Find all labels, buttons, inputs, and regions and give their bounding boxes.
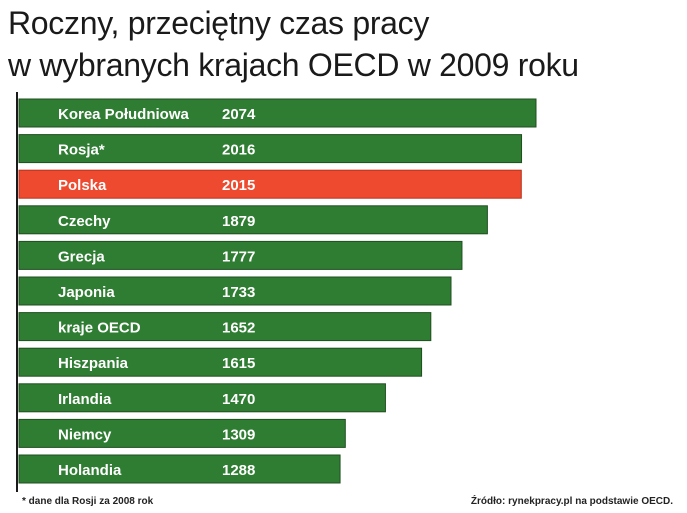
value-label-korea-poludniowa: 2074: [222, 106, 256, 123]
bar-rosja: [18, 134, 523, 164]
footnote: * dane dla Rosji za 2008 rok: [22, 496, 154, 507]
value-label-grecja: 1777: [222, 248, 255, 265]
category-label-kraje-oecd: kraje OECD: [58, 320, 141, 337]
bar-irlandia: [18, 383, 386, 413]
value-label-irlandia: 1470: [222, 391, 255, 408]
value-label-polska: 2015: [222, 177, 255, 194]
value-label-rosja: 2016: [222, 142, 255, 159]
category-label-czechy: Czechy: [58, 213, 111, 230]
bars-group: Korea Południowa 2074 Rosja* 2016 Polska 2015…: [18, 98, 537, 484]
bar-polska: [18, 169, 522, 199]
value-label-hiszpania: 1615: [222, 355, 255, 372]
category-label-irlandia: Irlandia: [58, 391, 112, 408]
value-label-holandia: 1288: [222, 462, 255, 479]
category-label-grecja: Grecja: [58, 248, 105, 265]
bar-grecja: [18, 240, 463, 270]
value-label-czechy: 1879: [222, 213, 255, 230]
category-label-niemcy: Niemcy: [58, 426, 112, 443]
value-label-kraje-oecd: 1652: [222, 320, 255, 337]
category-label-japonia: Japonia: [58, 284, 115, 301]
bar-korea-poludniowa: [18, 98, 537, 128]
category-label-rosja: Rosja*: [58, 142, 105, 159]
category-label-polska: Polska: [58, 177, 107, 194]
chart-title-line-1: Roczny, przeciętny czas pracy: [8, 5, 430, 41]
value-label-niemcy: 1309: [222, 426, 255, 443]
chart-title-line-2: w wybranych krajach OECD w 2009 roku: [8, 47, 579, 83]
bar-niemcy: [18, 418, 346, 448]
category-label-holandia: Holandia: [58, 462, 122, 479]
bar-hiszpania: [18, 347, 423, 377]
bar-japonia: [18, 276, 452, 306]
source-note: Źródło: rynekpracy.pl na podstawie OECD.: [470, 496, 673, 507]
chart-title: Roczny, przeciętny czas pracy w wybranyc…: [8, 2, 683, 86]
category-label-korea-poludniowa: Korea Południowa: [58, 106, 190, 123]
bar-holandia: [18, 454, 341, 484]
bar-czechy: [18, 205, 488, 235]
value-label-japonia: 1733: [222, 284, 255, 301]
bar-kraje-oecd: [18, 312, 432, 342]
category-label-hiszpania: Hiszpania: [58, 355, 129, 372]
